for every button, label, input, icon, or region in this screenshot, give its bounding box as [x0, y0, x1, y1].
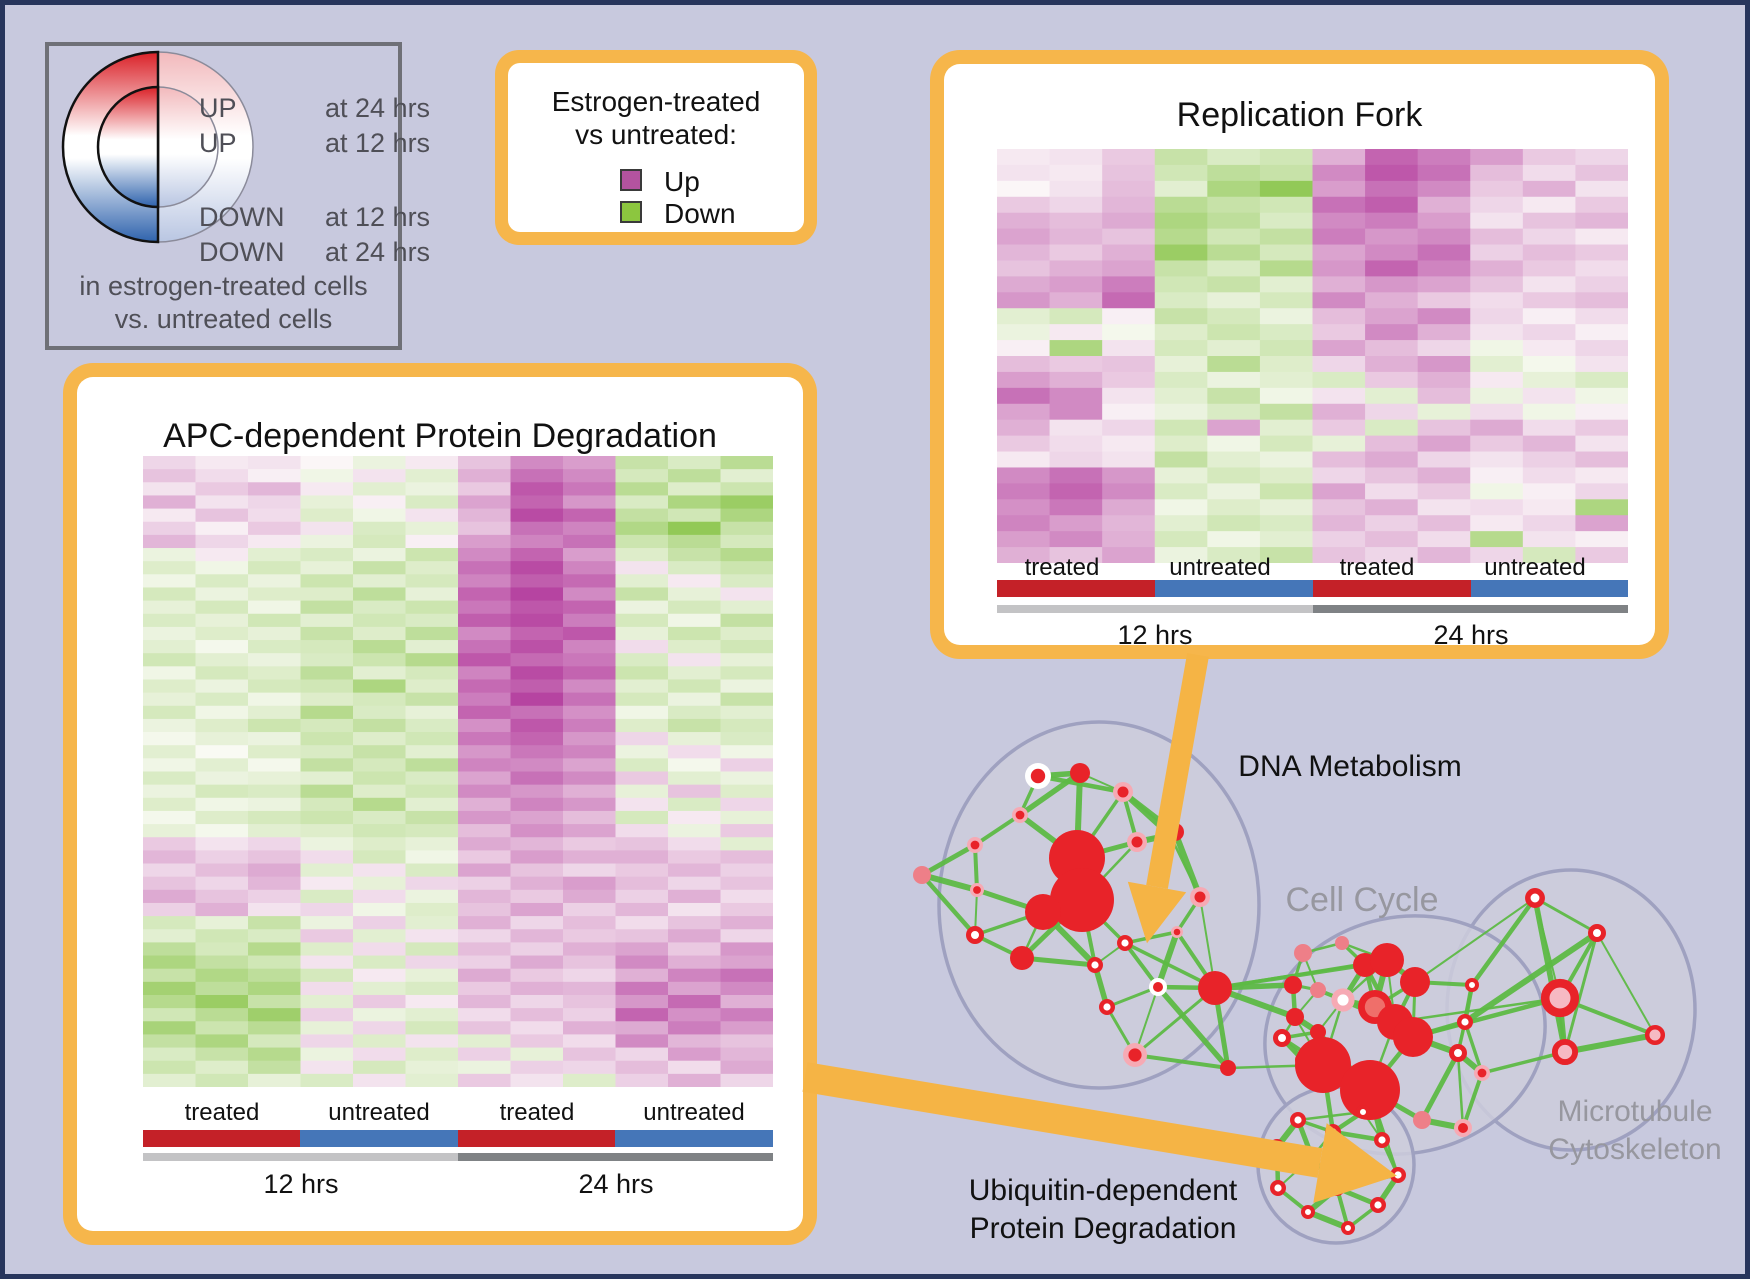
legend-footer-line2: vs. untreated cells: [114, 304, 333, 334]
replication-heatmap: [997, 149, 1628, 563]
ubiquitin-label-line2: Protein Degradation: [969, 1212, 1237, 1245]
replication-fork-panel: Replication Fork treated untreated treat…: [930, 50, 1669, 659]
apc-group-untreated-24: untreated: [643, 1099, 745, 1126]
rep-panel-inner: Replication Fork treated untreated treat…: [944, 64, 1655, 650]
apc-heatmap: [143, 456, 773, 1087]
apc-time-24hrs: 24 hrs: [578, 1169, 654, 1199]
ubiquitin-label: Ubiquitin-dependent Protein Degradation: [969, 1172, 1238, 1248]
down-label: Down: [664, 198, 736, 229]
network-edges: [920, 770, 1656, 1231]
updown-title-line2: vs untreated:: [575, 119, 737, 150]
updown-legend-box: Estrogen-treated vs untreated: Up Down: [495, 50, 817, 245]
apc-bar-untreated-24: [615, 1130, 773, 1147]
connector-arrow-0: [1127, 653, 1209, 944]
legend-up-24-label: UP: [199, 93, 237, 123]
legend-up-12-time: at 12 hrs: [325, 128, 431, 158]
up-color-swatch: [620, 169, 642, 191]
microtubule-label: Microtubule Cytoskeleton: [1548, 1093, 1721, 1169]
apc-bar-24hrs: [458, 1153, 773, 1161]
legend-up-12-label: UP: [199, 128, 237, 158]
apc-heatmap-panel: APC-dependent Protein Degradation treate…: [63, 363, 817, 1245]
apc-bar-untreated-12: [300, 1130, 458, 1147]
apc-panel-inner: APC-dependent Protein Degradation treate…: [77, 377, 803, 1231]
rep-time-12hrs: 12 hrs: [1117, 620, 1193, 650]
rep-group-untreated-24: untreated: [1484, 554, 1586, 581]
apc-group-untreated-12: untreated: [328, 1099, 430, 1126]
ubiquitin-label-line1: Ubiquitin-dependent: [968, 1174, 1238, 1207]
updown-legend-title: Estrogen-treated vs untreated:: [508, 85, 804, 151]
up-label: Up: [664, 166, 700, 197]
rep-bar-untreated-24: [1471, 580, 1628, 597]
apc-group-treated-12: treated: [184, 1099, 260, 1126]
legend-up-24-time: at 24 hrs: [325, 93, 431, 123]
legend-down-24-label: DOWN: [199, 237, 285, 267]
microtubule-label-line1: Microtubule: [1557, 1095, 1713, 1128]
microtubule-label-line2: Cytoskeleton: [1548, 1133, 1722, 1166]
apc-bar-treated-12: [143, 1130, 300, 1147]
rep-bar-treated-12: [997, 580, 1155, 597]
gradient-legend-box: UP at 24 hrs UP at 12 hrs DOWN at 12 hrs…: [45, 42, 430, 350]
rep-group-untreated-12: untreated: [1169, 554, 1271, 581]
cluster-ubiquitin: [1256, 1085, 1416, 1245]
rep-group-treated-12: treated: [1024, 554, 1100, 581]
apc-time-12hrs: 12 hrs: [263, 1169, 339, 1199]
rep-bar-treated-24: [1313, 580, 1471, 597]
apc-group-treated-24: treated: [499, 1099, 575, 1126]
rep-bar-24hrs: [1313, 605, 1628, 613]
apc-bar-treated-24: [458, 1130, 615, 1147]
rep-bar-untreated-12: [1155, 580, 1313, 597]
cell-cycle-label: Cell Cycle: [1285, 881, 1439, 919]
updown-title-line1: Estrogen-treated: [551, 86, 761, 117]
apc-bar-12hrs: [143, 1153, 458, 1161]
rep-group-treated-24: treated: [1339, 554, 1415, 581]
legend-down-12-label: DOWN: [199, 202, 285, 232]
legend-footer-line1: in estrogen-treated cells: [79, 271, 368, 301]
down-color-swatch: [620, 201, 642, 223]
legend-down-12-time: at 12 hrs: [325, 202, 431, 232]
rep-bar-12hrs: [997, 605, 1313, 613]
apc-panel-title: APC-dependent Protein Degradation: [163, 417, 717, 455]
rep-panel-title: Replication Fork: [1176, 96, 1423, 134]
dna-metabolism-label: DNA Metabolism: [1238, 750, 1462, 783]
legend-down-24-time: at 24 hrs: [325, 237, 431, 267]
cluster-dna-metabolism: [937, 720, 1261, 1090]
rep-time-24hrs: 24 hrs: [1433, 620, 1509, 650]
updown-legend-inner: Estrogen-treated vs untreated: Up Down: [508, 63, 804, 232]
cluster-cell-cycle: [1263, 914, 1547, 1156]
